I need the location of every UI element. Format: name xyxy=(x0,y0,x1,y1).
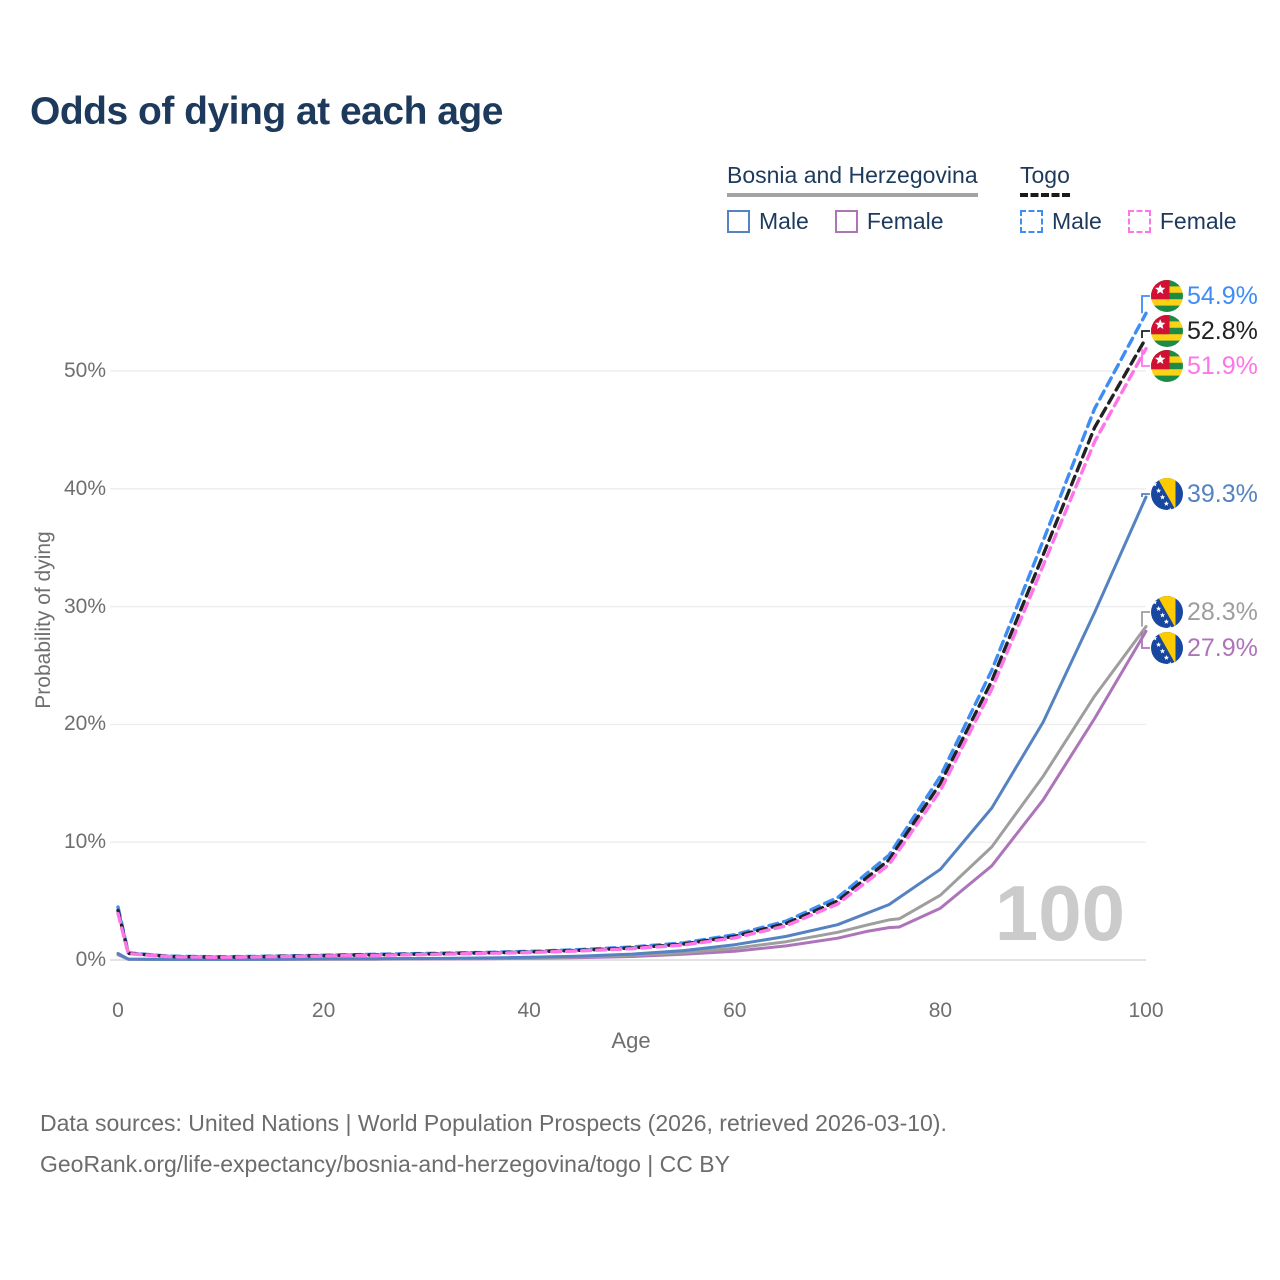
legend-label-togo-male: Male xyxy=(1052,208,1102,234)
togo-flag-icon xyxy=(1151,315,1183,347)
chart-title: Odds of dying at each age xyxy=(30,90,503,133)
legend-header-togo: Togo xyxy=(1020,162,1070,197)
legend-item-togo-female[interactable]: Female xyxy=(1127,208,1237,235)
leader-bosnia_total xyxy=(1141,611,1150,627)
bosnia-flag-icon xyxy=(1151,596,1183,628)
legend-group-togo: Togo Male Female xyxy=(1020,162,1237,235)
bosnia-flag-icon xyxy=(1151,478,1183,510)
end-label-togo_total: 52.8% xyxy=(1187,317,1258,345)
legend-items-togo: Male Female xyxy=(1020,208,1237,235)
bosnia-female-swatch-icon xyxy=(834,210,858,233)
curve-bosnia_male xyxy=(116,495,1148,961)
leader-togo_male xyxy=(1141,295,1150,314)
bosnia-flag-icon xyxy=(1151,632,1183,664)
leader-togo_total xyxy=(1141,330,1150,338)
x-tick-0: 0 xyxy=(112,999,124,1022)
end-label-bosnia_total: 28.3% xyxy=(1187,598,1258,626)
togo-flag-icon xyxy=(1151,280,1183,312)
legend-item-togo-male[interactable]: Male xyxy=(1020,208,1102,235)
x-tick-20: 20 xyxy=(311,999,336,1022)
legend-items-bosnia: Male Female xyxy=(727,208,978,235)
footer-source-text: Data sources: United Nations | World Pop… xyxy=(40,1110,947,1136)
footer-citation-text: GeoRank.org/life-expectancy/bosnia-and-h… xyxy=(40,1151,730,1177)
bosnia-male-swatch-icon xyxy=(727,210,750,233)
x-axis-title: Age xyxy=(611,1028,651,1053)
curve-togo_total xyxy=(116,336,1148,959)
legend-item-bosnia-female[interactable]: Female xyxy=(834,208,944,235)
x-tick-40: 40 xyxy=(517,999,541,1022)
legend-header-bosnia: Bosnia and Herzegovina xyxy=(727,162,978,197)
x-tick-80: 80 xyxy=(928,999,953,1022)
x-tick-100: 100 xyxy=(1128,999,1164,1022)
legend-group-bosnia: Bosnia and Herzegovina Male Female xyxy=(727,162,978,235)
legend-label-bosnia-male: Male xyxy=(759,208,809,234)
togo-male-swatch-icon xyxy=(1020,210,1043,233)
legend-label-bosnia-female: Female xyxy=(866,208,944,234)
age-watermark: 100 xyxy=(994,869,1126,957)
leader-bosnia_male xyxy=(1141,493,1150,497)
end-label-bosnia_male: 39.3% xyxy=(1187,480,1258,508)
curve-togo_male xyxy=(116,311,1148,959)
togo-flag-icon xyxy=(1151,350,1183,382)
leader-bosnia_female xyxy=(1141,631,1150,649)
y-tick-20%: 20% xyxy=(63,712,106,736)
y-tick-30%: 30% xyxy=(63,594,106,618)
y-tick-50%: 50% xyxy=(63,359,106,382)
togo-female-swatch-icon xyxy=(1127,210,1151,233)
legend-label-togo-female: Female xyxy=(1159,208,1237,234)
x-tick-60: 60 xyxy=(723,999,747,1022)
end-label-bosnia_female: 27.9% xyxy=(1187,634,1258,662)
y-axis-title: Probability of dying xyxy=(32,531,55,709)
end-label-togo_male: 54.9% xyxy=(1187,282,1258,310)
end-label-togo_female: 51.9% xyxy=(1187,352,1258,380)
legend-item-bosnia-male[interactable]: Male xyxy=(727,208,809,235)
y-tick-40%: 40% xyxy=(63,476,106,500)
y-tick-10%: 10% xyxy=(63,830,106,854)
y-tick-0%: 0% xyxy=(75,948,106,971)
curve-togo_female xyxy=(116,346,1148,959)
leader-togo_female xyxy=(1141,348,1150,367)
